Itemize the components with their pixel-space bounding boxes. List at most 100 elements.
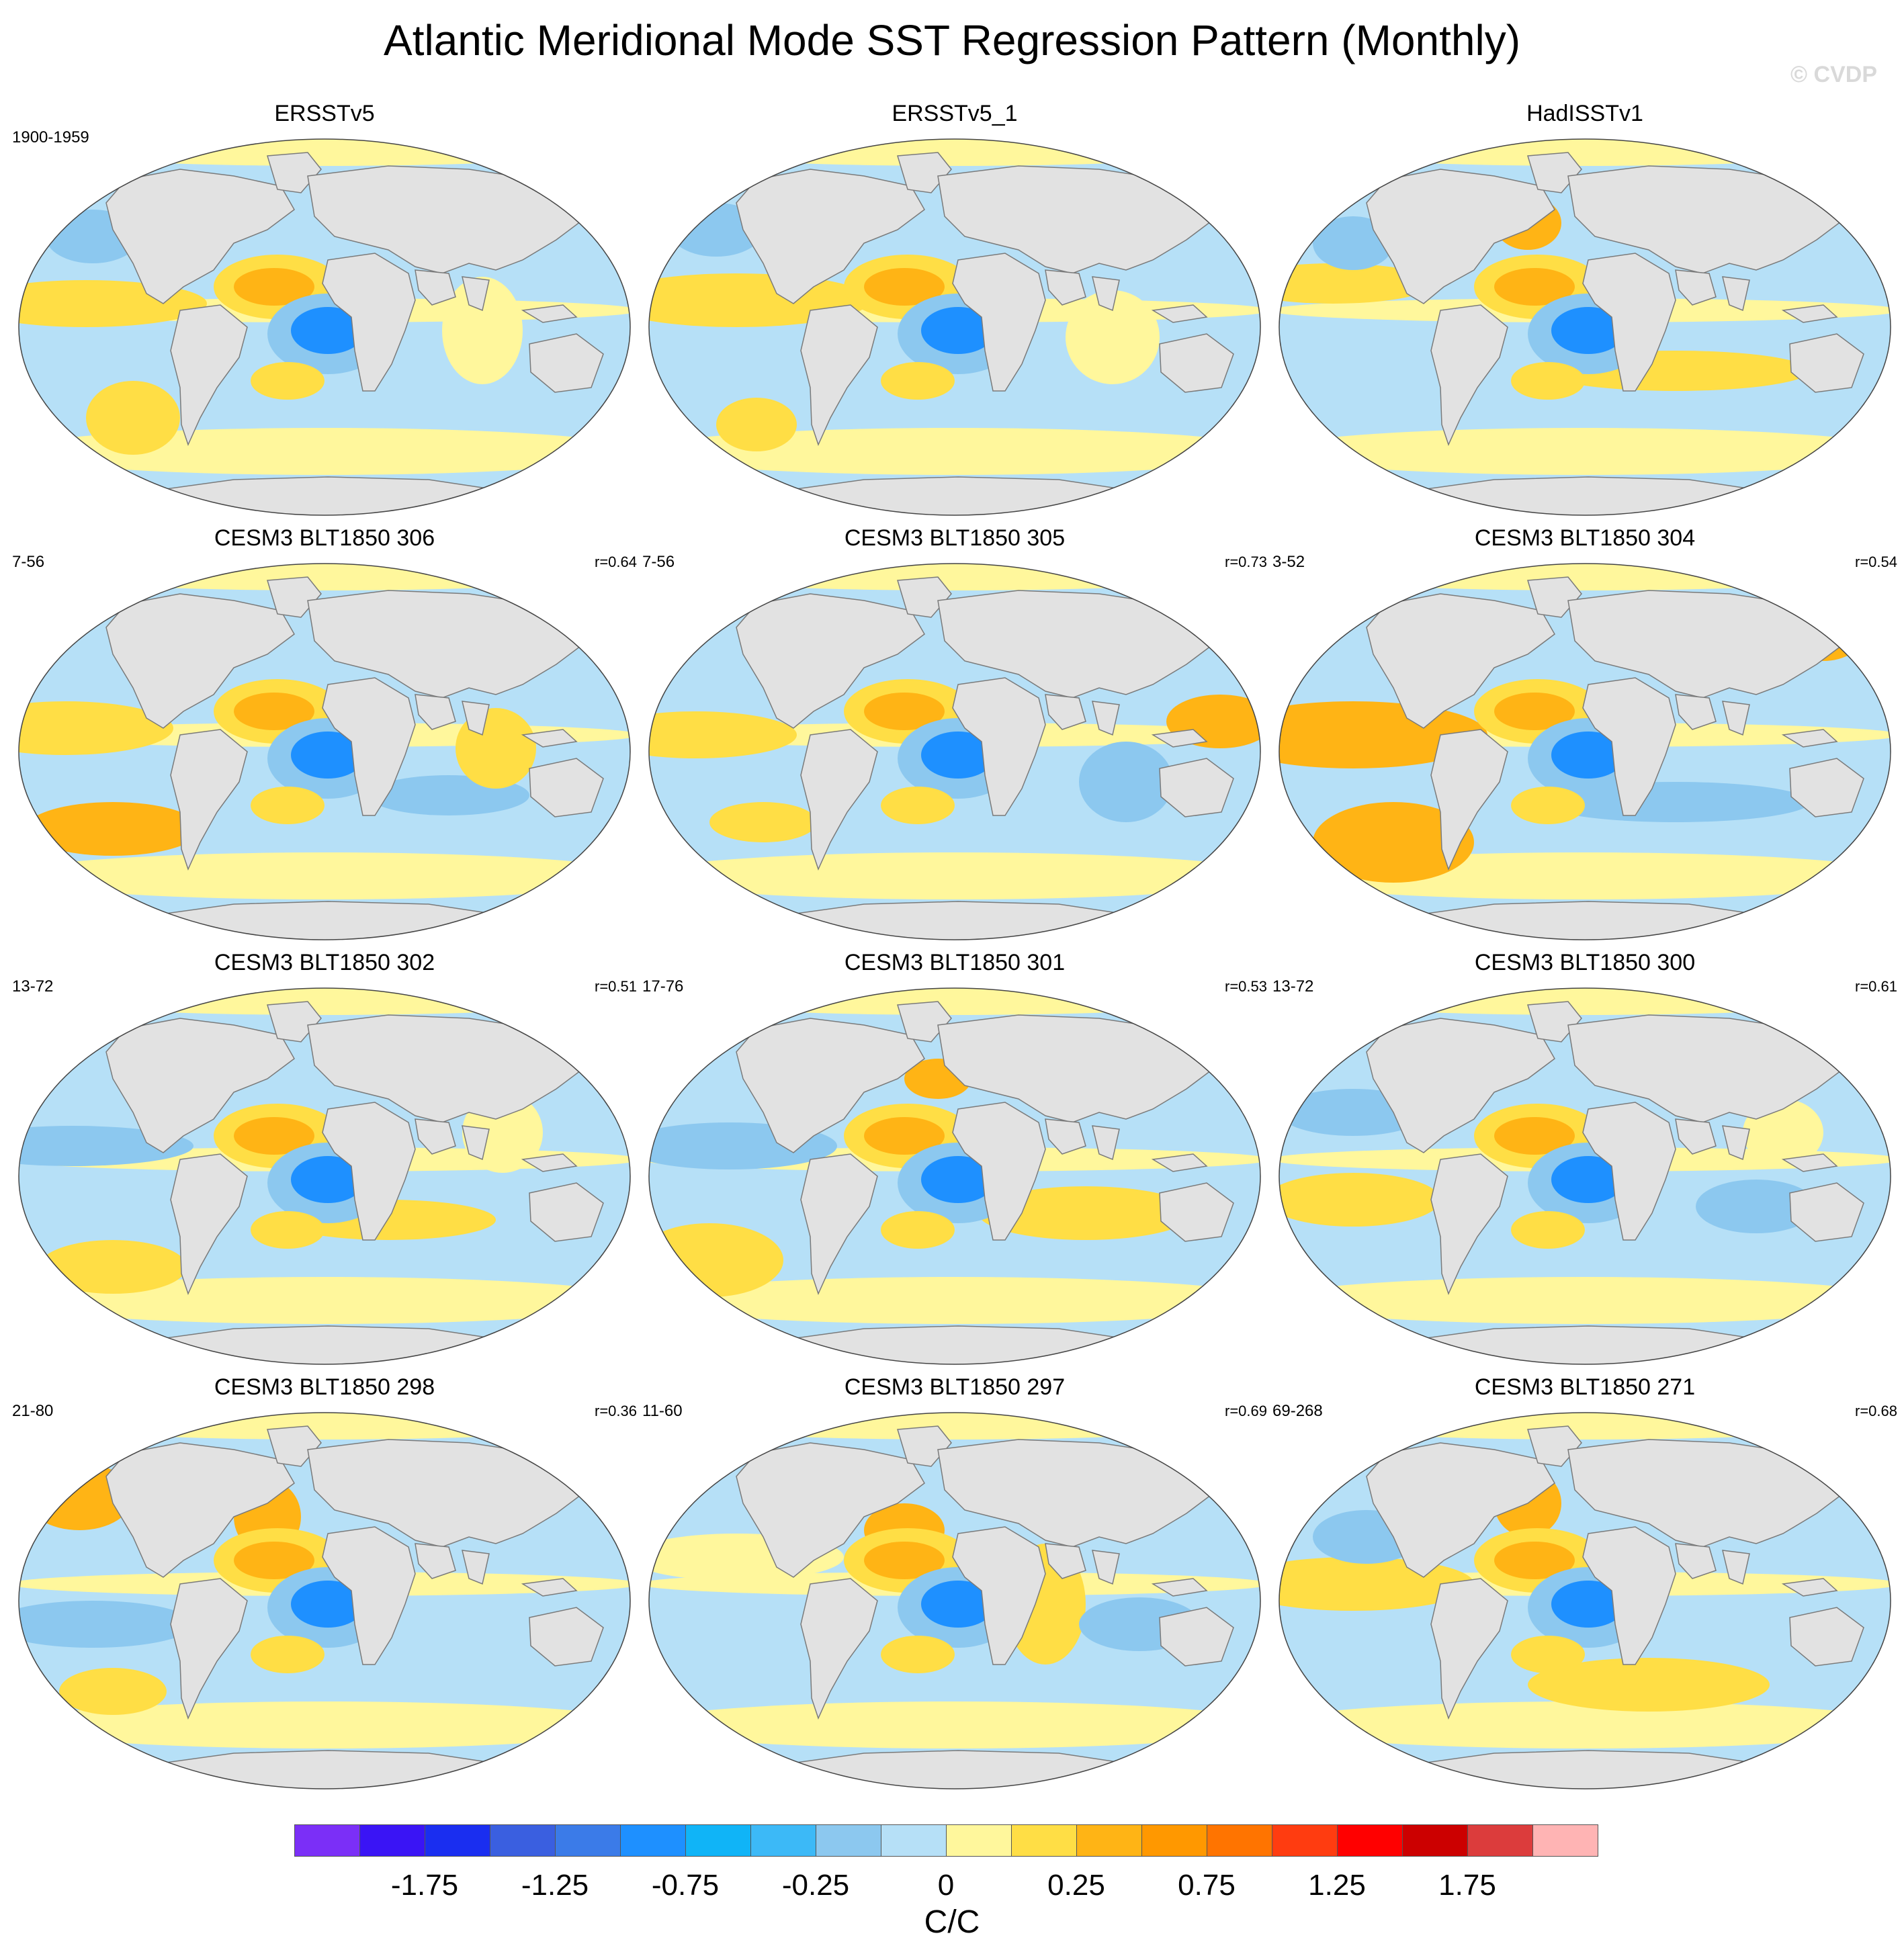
colorbar-tick-label: -1.25 xyxy=(521,1869,589,1902)
land-mass xyxy=(105,593,295,729)
colorbar-swatch xyxy=(1402,1824,1468,1857)
colorbar-swatch xyxy=(750,1824,816,1857)
land-mass xyxy=(105,1018,295,1153)
sst-anomaly-region xyxy=(442,277,523,384)
map-outline xyxy=(18,138,631,516)
sst-anomaly-region xyxy=(649,711,797,758)
sst-anomaly-region xyxy=(1551,1581,1625,1628)
robinson-map xyxy=(648,138,1261,516)
map-panel: CESM3 BLT1850 300 13-72 r=0.61 xyxy=(1272,948,1897,1378)
colorbar xyxy=(294,1824,1598,1857)
land-mass xyxy=(1789,758,1864,817)
sst-anomaly-region xyxy=(19,1601,193,1648)
land-mass xyxy=(322,253,416,392)
sst-anomaly-region xyxy=(19,988,630,1015)
colorbar-swatch xyxy=(685,1824,751,1857)
sst-anomaly-region xyxy=(19,564,630,590)
land-mass xyxy=(170,304,248,447)
land-mass xyxy=(521,729,578,748)
sst-anomaly-region xyxy=(978,1186,1193,1240)
land-mass xyxy=(1151,1578,1208,1597)
land-mass xyxy=(1366,169,1555,304)
land-mass xyxy=(1151,1153,1208,1172)
land-mass xyxy=(1151,729,1208,748)
land-mass xyxy=(170,729,248,871)
map-panel: CESM3 BLT1850 271 69-268 r=0.68 xyxy=(1272,1373,1897,1803)
colorbar-swatch xyxy=(490,1824,556,1857)
colorbar-swatch xyxy=(425,1824,490,1857)
robinson-map xyxy=(1279,987,1891,1365)
land-mass xyxy=(415,269,456,306)
colorbar-swatch xyxy=(1011,1824,1077,1857)
robinson-map xyxy=(648,987,1261,1365)
panel-pattern-correlation: r=0.54 xyxy=(1855,554,1897,570)
sst-anomaly-region xyxy=(19,1126,193,1166)
land-mass xyxy=(1430,1153,1508,1296)
land-mass xyxy=(1722,1125,1750,1161)
sst-anomaly-region xyxy=(649,1277,1260,1324)
land-mass xyxy=(415,1118,456,1155)
sst-anomaly-region xyxy=(1551,1156,1625,1203)
panel-title: CESM3 BLT1850 302 xyxy=(214,950,435,975)
land-mass xyxy=(1781,1578,1838,1597)
copyright-watermark: © CVDP xyxy=(1790,62,1877,87)
map-panel: CESM3 BLT1850 301 17-76 r=0.53 xyxy=(642,948,1267,1378)
sst-anomaly-region xyxy=(881,362,955,400)
sst-anomaly-region xyxy=(251,787,324,824)
sst-anomaly-region xyxy=(1494,1542,1575,1579)
land-mass xyxy=(415,694,456,730)
sst-anomaly-region xyxy=(234,1542,314,1579)
sst-anomaly-region xyxy=(39,1240,187,1294)
land-mass xyxy=(105,1442,295,1578)
land-mass xyxy=(1789,1182,1864,1242)
sst-anomaly-region xyxy=(86,381,180,455)
sst-anomaly-region xyxy=(1511,1211,1585,1249)
land-mass xyxy=(1675,1118,1717,1155)
map-panel: CESM3 BLT1850 297 11-60 r=0.69 xyxy=(642,1373,1267,1803)
panel-years: 7-56 xyxy=(12,553,45,571)
sst-anomaly-region xyxy=(1066,290,1160,384)
land-mass xyxy=(462,1125,490,1161)
map-outline xyxy=(1279,987,1891,1365)
land-mass xyxy=(736,1018,925,1153)
colorbar-tick-label: -0.75 xyxy=(651,1869,720,1902)
land-mass xyxy=(462,276,490,312)
panel-years: 69-268 xyxy=(1272,1402,1323,1420)
panel-pattern-correlation: r=0.64 xyxy=(595,554,637,570)
sst-anomaly-region xyxy=(1279,139,1891,166)
robinson-map xyxy=(18,138,631,516)
map-panel: ERSSTv5_1 xyxy=(642,99,1267,529)
land-mass xyxy=(800,304,878,447)
map-panel: CESM3 BLT1850 298 21-80 r=0.36 xyxy=(12,1373,637,1803)
land-mass xyxy=(1045,694,1086,730)
sst-anomaly-region xyxy=(881,1636,955,1673)
land-mass xyxy=(952,677,1046,816)
map-outline xyxy=(18,987,631,1365)
sst-anomaly-region xyxy=(921,1156,995,1203)
panel-pattern-correlation: r=0.68 xyxy=(1855,1403,1897,1419)
sst-anomaly-region xyxy=(864,268,945,306)
panel-title: CESM3 BLT1850 300 xyxy=(1474,950,1696,975)
sst-anomaly-region xyxy=(1511,362,1585,400)
land-mass xyxy=(1789,1607,1864,1667)
map-outline xyxy=(18,1412,631,1789)
robinson-map xyxy=(1279,1412,1891,1789)
colorbar-swatch xyxy=(294,1824,360,1857)
sst-anomaly-region xyxy=(291,732,365,779)
panel-title: CESM3 BLT1850 297 xyxy=(844,1374,1066,1400)
panel-years: 13-72 xyxy=(1272,977,1314,995)
land-mass xyxy=(1159,1607,1234,1667)
land-mass xyxy=(1159,1182,1234,1242)
sst-anomaly-region xyxy=(709,802,817,842)
map-outline xyxy=(1279,563,1891,940)
land-mass xyxy=(322,1526,416,1665)
sst-anomaly-region xyxy=(291,1581,365,1628)
sst-anomaly-region xyxy=(26,802,200,856)
sst-anomaly-region xyxy=(19,139,630,166)
panel-title: CESM3 BLT1850 304 xyxy=(1474,525,1696,551)
figure-title: Atlantic Meridional Mode SST Regression … xyxy=(384,16,1520,64)
colorbar-tick-label: 0 xyxy=(937,1869,955,1902)
sst-anomaly-region xyxy=(19,1413,630,1440)
land-mass xyxy=(736,1442,925,1578)
sst-anomaly-region xyxy=(1551,307,1625,354)
